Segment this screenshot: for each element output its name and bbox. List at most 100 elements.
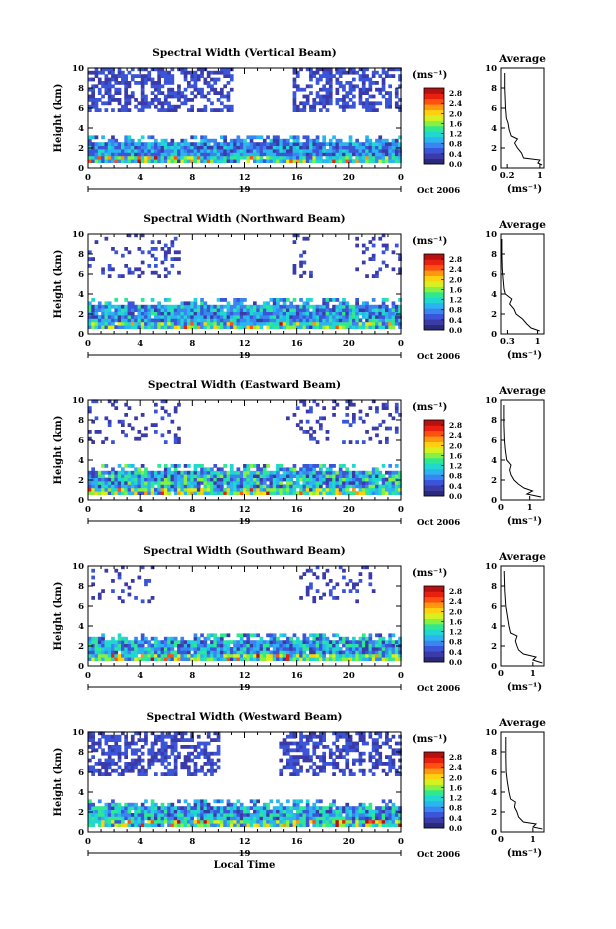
heatmap-cell xyxy=(316,91,320,95)
heatmap-cell xyxy=(378,315,382,319)
average-y-tick-label: 4 xyxy=(491,456,497,466)
heatmap-cell xyxy=(306,474,310,478)
heatmap-cell xyxy=(385,142,389,146)
heatmap-cell xyxy=(200,803,204,807)
heatmap-cell xyxy=(141,478,145,482)
heatmap-cell xyxy=(108,478,112,482)
heatmap-cell xyxy=(220,88,224,92)
heatmap-cell xyxy=(243,644,247,648)
heatmap-cell xyxy=(114,298,118,302)
heatmap-cell xyxy=(359,159,363,163)
heatmap-cell xyxy=(299,816,303,820)
heatmap-cell xyxy=(263,803,267,807)
heatmap-cell xyxy=(154,264,158,268)
heatmap-cell xyxy=(101,633,105,637)
heatmap-cell xyxy=(299,312,303,316)
heatmap-cell xyxy=(157,657,161,661)
heatmap-cell xyxy=(303,430,307,434)
heatmap-cell xyxy=(329,159,333,163)
heatmap-cell xyxy=(147,146,151,150)
heatmap-cell xyxy=(263,308,267,312)
heatmap-cell xyxy=(345,308,349,312)
heatmap-cell xyxy=(299,427,303,431)
heatmap-cell xyxy=(121,305,125,309)
heatmap-cell xyxy=(303,159,307,163)
heatmap-cell xyxy=(289,742,293,746)
heatmap-cell xyxy=(227,325,231,329)
heatmap-cell xyxy=(329,146,333,150)
heatmap-cell xyxy=(124,644,128,648)
heatmap-cell xyxy=(105,488,109,492)
heatmap-cell xyxy=(233,657,237,661)
heatmap-cell xyxy=(395,430,399,434)
heatmap-cell xyxy=(200,816,204,820)
heatmap-cell xyxy=(161,742,165,746)
heatmap-cell xyxy=(151,803,155,807)
heatmap-cell xyxy=(141,101,145,105)
heatmap-cell xyxy=(167,298,171,302)
heatmap-cell xyxy=(220,488,224,492)
heatmap-cell xyxy=(217,322,221,326)
heatmap-cell xyxy=(309,633,313,637)
heatmap-cell xyxy=(303,308,307,312)
heatmap-cell xyxy=(213,474,217,478)
heatmap-cell xyxy=(378,237,382,241)
heatmap-cell xyxy=(286,654,290,658)
heatmap-cell xyxy=(279,657,283,661)
heatmap-cell xyxy=(372,159,376,163)
heatmap-cell xyxy=(233,650,237,654)
heatmap-cell xyxy=(375,484,379,488)
heatmap-cell xyxy=(200,467,204,471)
y-tick-label: 2 xyxy=(78,310,84,320)
heatmap-cell xyxy=(200,71,204,75)
heatmap-cell xyxy=(164,318,168,322)
heatmap-cell xyxy=(167,81,171,85)
heatmap-cell xyxy=(124,78,128,82)
heatmap-cell xyxy=(154,149,158,153)
colorbar-tick-label: 1.2 xyxy=(449,296,462,305)
heatmap-cell xyxy=(118,755,122,759)
heatmap-cell xyxy=(378,637,382,641)
heatmap-cell xyxy=(171,806,175,810)
heatmap-cell xyxy=(98,769,102,773)
heatmap-cell xyxy=(213,139,217,143)
heatmap-cell xyxy=(362,244,366,248)
heatmap-cell xyxy=(279,149,283,153)
heatmap-cell xyxy=(124,95,128,99)
heatmap-cell xyxy=(289,308,293,312)
heatmap-cell xyxy=(134,98,138,102)
heatmap-cell xyxy=(128,813,132,817)
heatmap-cell xyxy=(309,298,313,302)
heatmap-cell xyxy=(161,654,165,658)
heatmap-cell xyxy=(180,318,184,322)
heatmap-cell xyxy=(161,481,165,485)
heatmap-cell xyxy=(382,159,386,163)
heatmap-cell xyxy=(204,745,208,749)
heatmap-cell xyxy=(167,471,171,475)
heatmap-cell xyxy=(108,650,112,654)
heatmap-cell xyxy=(299,799,303,803)
heatmap-cell xyxy=(114,250,118,254)
heatmap-cell xyxy=(217,156,221,160)
heatmap-cell xyxy=(286,312,290,316)
heatmap-cell xyxy=(260,159,264,163)
heatmap-cell xyxy=(167,813,171,817)
heatmap-cell xyxy=(286,467,290,471)
heatmap-cell xyxy=(276,149,280,153)
heatmap-cell xyxy=(121,423,125,427)
heatmap-cell xyxy=(184,156,188,160)
heatmap-cell xyxy=(378,474,382,478)
heatmap-cell xyxy=(375,474,379,478)
heatmap-cell xyxy=(395,403,399,407)
heatmap-cell xyxy=(121,152,125,156)
heatmap-cell xyxy=(124,637,128,641)
heatmap-cell xyxy=(154,95,158,99)
heatmap-cell xyxy=(319,644,323,648)
heatmap-cell xyxy=(187,816,191,820)
heatmap-cell xyxy=(121,325,125,329)
heatmap-cell xyxy=(207,312,211,316)
heatmap-cell xyxy=(124,745,128,749)
heatmap-cell xyxy=(283,745,287,749)
heatmap-cell xyxy=(227,820,231,824)
heatmap-cell xyxy=(273,813,277,817)
